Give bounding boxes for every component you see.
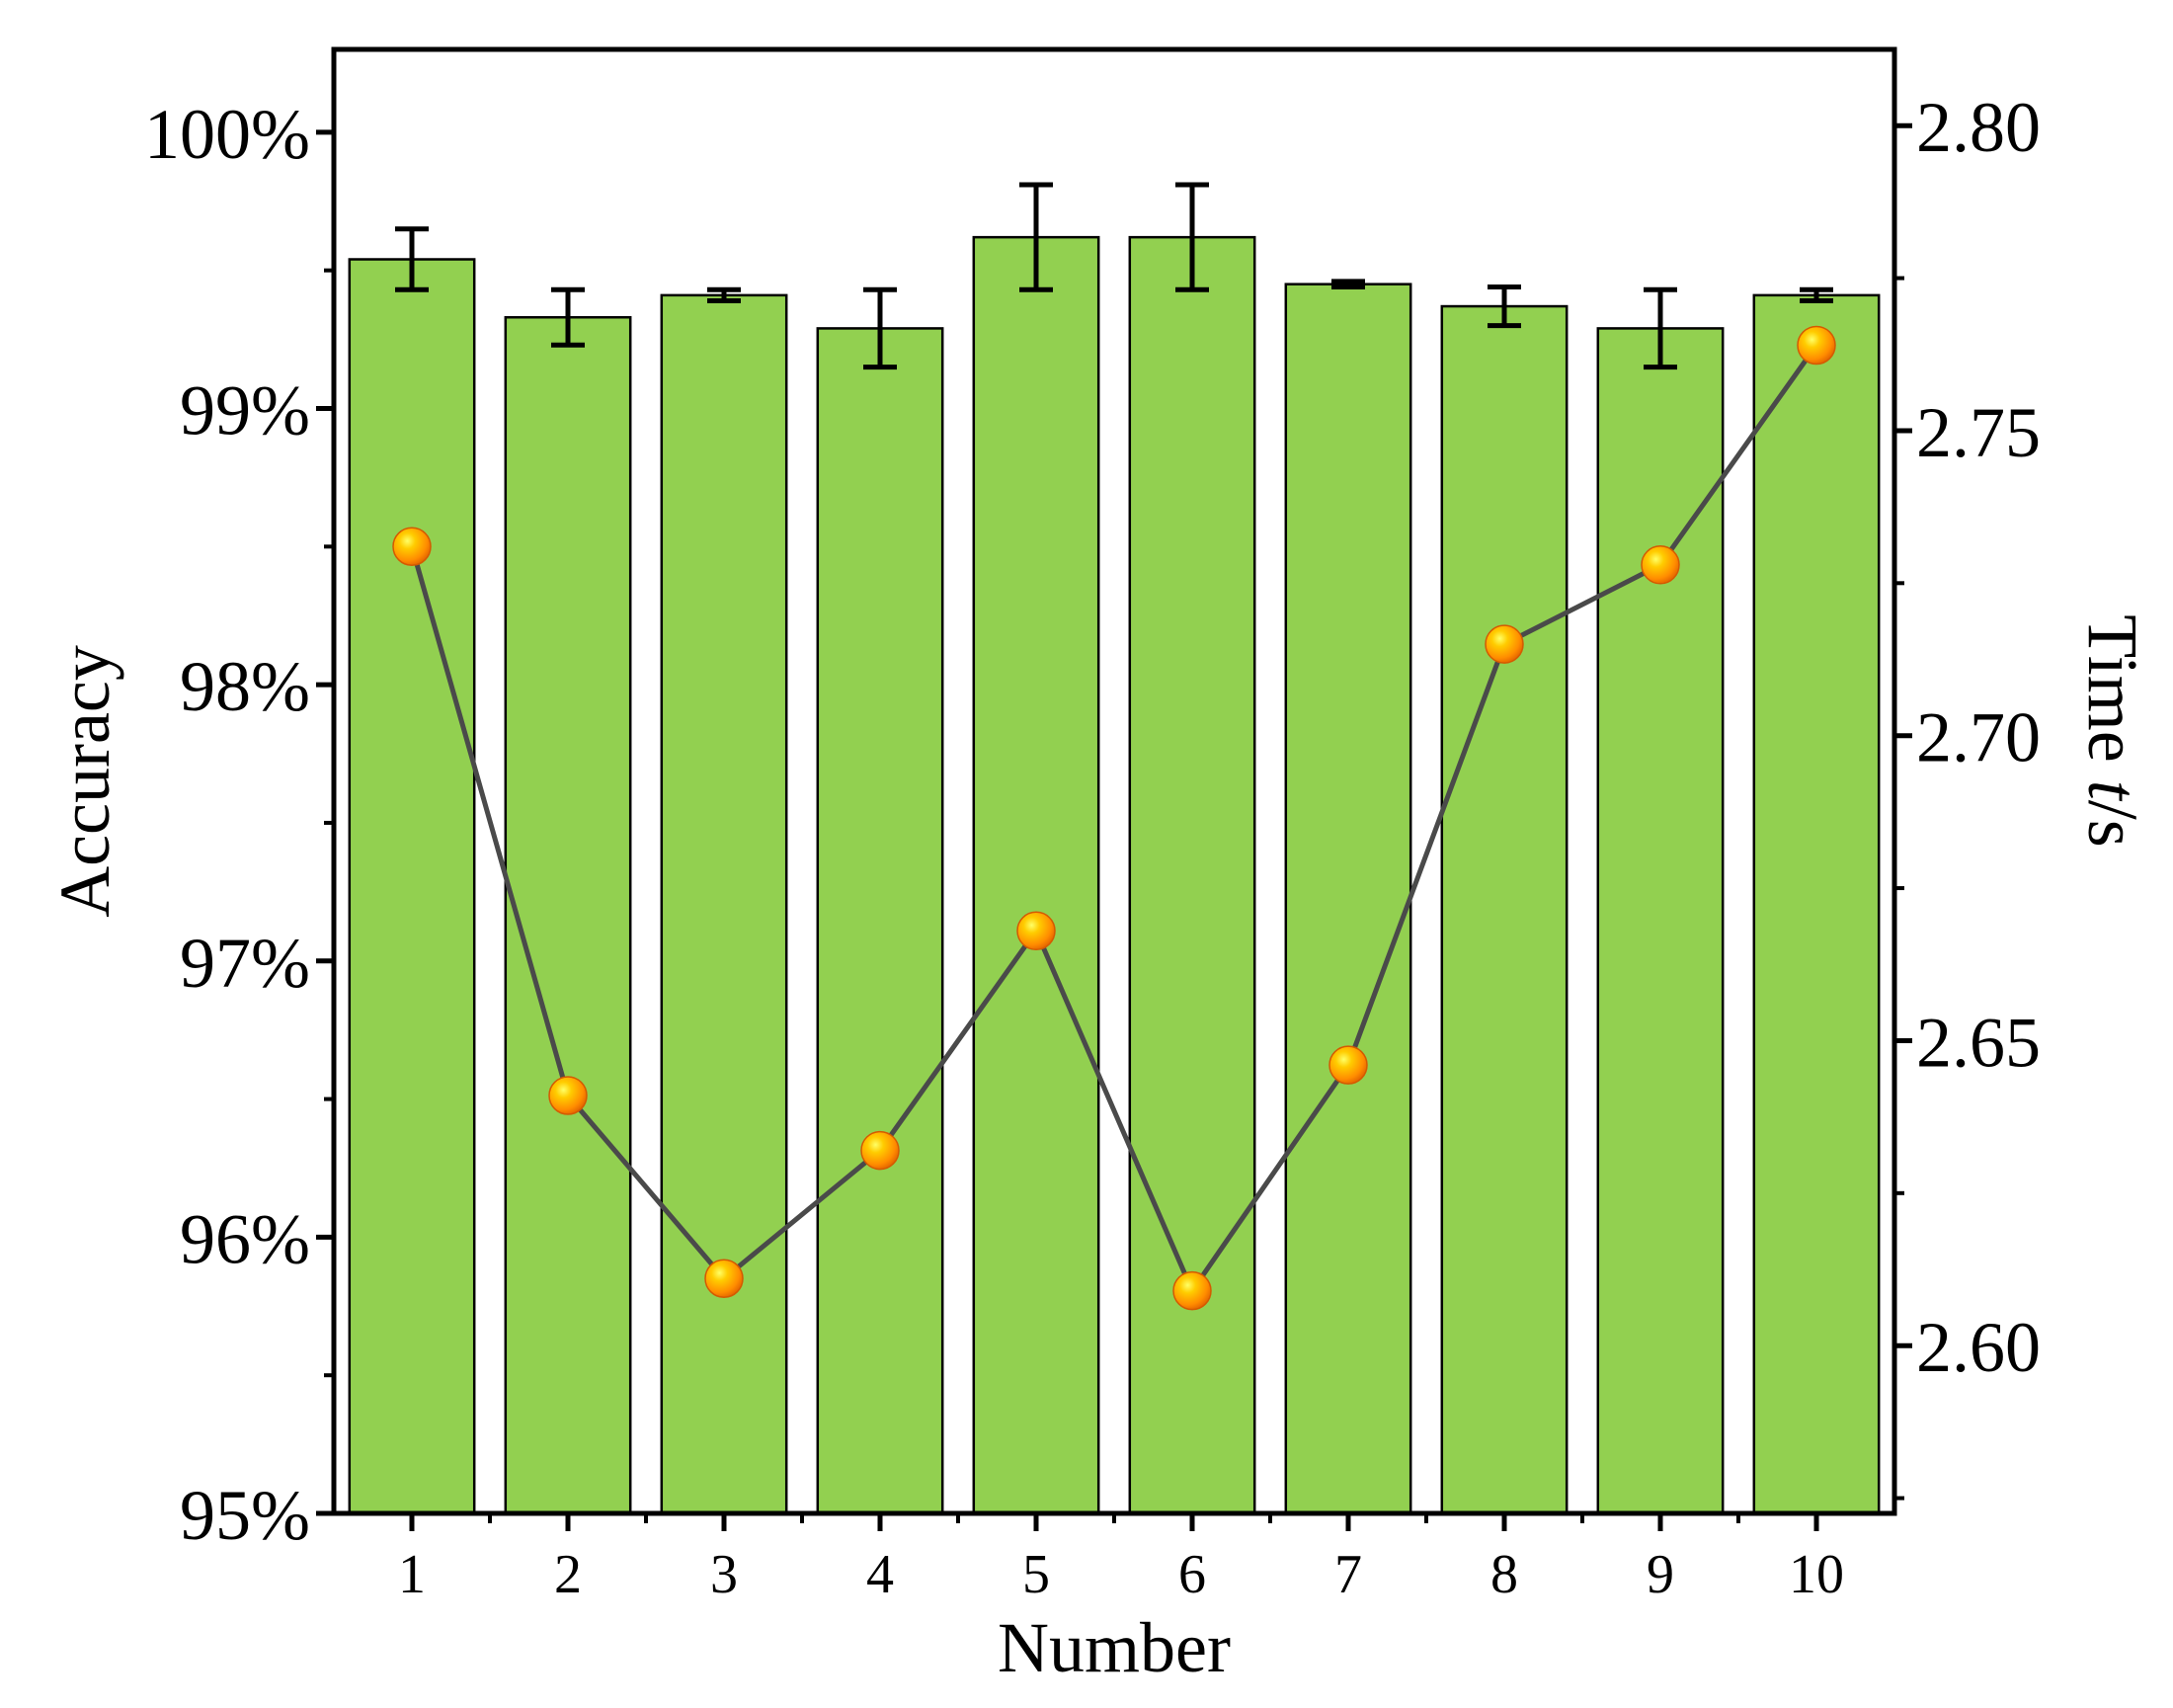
error-bar-8 bbox=[1488, 284, 1521, 329]
x-tick-label: 3 bbox=[710, 1544, 738, 1605]
time-point-3 bbox=[704, 1259, 744, 1299]
y2-axis-title-main: Time bbox=[2073, 614, 2152, 779]
x-tick-label: 10 bbox=[1789, 1544, 1844, 1605]
y2-axis-title-italic: t bbox=[2073, 780, 2152, 802]
y2-tick-label: 2.65 bbox=[1916, 1003, 2041, 1082]
y-axis-title: Accuracy bbox=[45, 645, 124, 918]
y-tick-label: 96% bbox=[180, 1199, 310, 1278]
error-bar-1 bbox=[395, 226, 429, 292]
y-tick-label: 98% bbox=[180, 647, 310, 726]
x-tick-label: 6 bbox=[1178, 1544, 1206, 1605]
error-bar-10 bbox=[1800, 286, 1833, 303]
error-bar-5 bbox=[1019, 182, 1053, 292]
x-tick-label: 1 bbox=[398, 1544, 426, 1605]
bar-6 bbox=[1128, 235, 1256, 1515]
error-bars bbox=[395, 182, 1833, 370]
y2-tick-label: 2.75 bbox=[1916, 393, 2041, 472]
time-series bbox=[392, 325, 1836, 1311]
bar-3 bbox=[660, 293, 788, 1515]
bar-series bbox=[348, 235, 1881, 1515]
bar-9 bbox=[1596, 327, 1725, 1515]
x-tick-label: 2 bbox=[554, 1544, 582, 1605]
y2-axis-title: Time t/s bbox=[2073, 614, 2152, 847]
x-tick-label: 9 bbox=[1647, 1544, 1674, 1605]
error-bar-9 bbox=[1644, 286, 1677, 370]
x-tick-label: 5 bbox=[1022, 1544, 1050, 1605]
y2-tick-label: 2.60 bbox=[1916, 1308, 2041, 1387]
bar-8 bbox=[1440, 304, 1569, 1515]
bar-1 bbox=[348, 258, 476, 1515]
y2-tick-label: 2.70 bbox=[1916, 698, 2041, 777]
error-bar-3 bbox=[707, 286, 741, 303]
x-tick-label: 8 bbox=[1490, 1544, 1518, 1605]
time-point-2 bbox=[548, 1076, 588, 1115]
bar-5 bbox=[972, 235, 1100, 1515]
time-point-9 bbox=[1641, 545, 1680, 585]
error-bar-2 bbox=[551, 286, 585, 348]
axes: 95% 96% 97% 98% 99% 100% 2.60 2.65 2.70 2.75 2.80 1… bbox=[144, 88, 2041, 1605]
time-point-5 bbox=[1016, 911, 1056, 951]
time-point-1 bbox=[392, 527, 432, 567]
time-point-7 bbox=[1328, 1045, 1368, 1085]
y-tick-label: 95% bbox=[180, 1476, 310, 1555]
bar-2 bbox=[504, 315, 632, 1515]
time-point-10 bbox=[1797, 325, 1836, 366]
error-bar-4 bbox=[863, 286, 897, 370]
time-point-8 bbox=[1485, 624, 1524, 664]
x-axis-title: Number bbox=[998, 1608, 1231, 1687]
time-point-4 bbox=[860, 1130, 900, 1171]
bar-4 bbox=[816, 327, 944, 1515]
time-line bbox=[409, 344, 1819, 1296]
x-tick-label: 7 bbox=[1334, 1544, 1362, 1605]
bar-10 bbox=[1752, 293, 1881, 1515]
y-tick-label: 99% bbox=[180, 371, 310, 450]
y2-tick-label: 2.80 bbox=[1916, 88, 2041, 167]
y2-axis-title-unit: /s bbox=[2073, 800, 2152, 848]
time-point-6 bbox=[1172, 1270, 1212, 1311]
error-bar-7 bbox=[1331, 279, 1365, 289]
bar-7 bbox=[1284, 283, 1412, 1515]
x-tick-label: 4 bbox=[866, 1544, 894, 1605]
error-bar-6 bbox=[1175, 182, 1209, 292]
y-tick-label: 100% bbox=[144, 95, 310, 174]
y-tick-label: 97% bbox=[180, 924, 310, 1003]
